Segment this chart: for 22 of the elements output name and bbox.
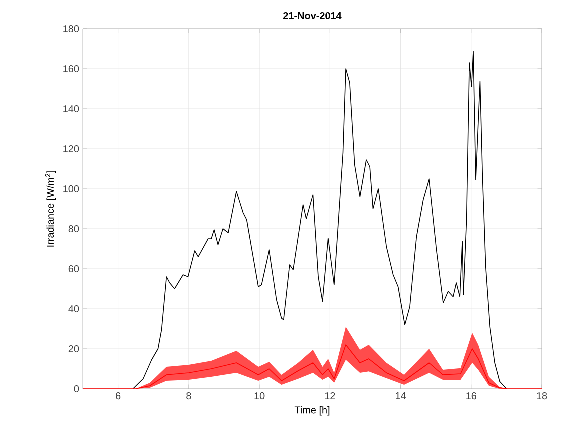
y-tick-label: 160 xyxy=(64,65,80,73)
line-series xyxy=(83,344,542,389)
x-tick-label: 8 xyxy=(186,392,192,400)
y-tick-label: 140 xyxy=(64,105,80,113)
y-tick-label: 20 xyxy=(68,345,80,353)
y-tick-label: 180 xyxy=(64,25,80,33)
x-tick-label: 12 xyxy=(325,392,336,400)
x-tick-label: 14 xyxy=(396,392,406,400)
x-axis-title: Time [h] xyxy=(294,406,330,416)
line-series xyxy=(132,51,508,389)
x-tick-label: 10 xyxy=(254,392,265,400)
chart-title: 21-Nov-2014 xyxy=(283,12,342,20)
y-tick-label: 100 xyxy=(64,185,80,193)
y-tick-label: 0 xyxy=(74,385,80,393)
x-tick-label: 6 xyxy=(116,392,121,400)
y-tick-label: 80 xyxy=(68,225,80,233)
y-axis-title: Irradiance [W/m$^{2}$] xyxy=(45,170,56,247)
x-tick-label: 16 xyxy=(466,392,476,400)
x-tick-label: 18 xyxy=(537,392,548,400)
y-tick-label: 120 xyxy=(64,145,80,153)
y-tick-label: 60 xyxy=(68,265,80,273)
y-tick-label: 40 xyxy=(68,305,80,313)
